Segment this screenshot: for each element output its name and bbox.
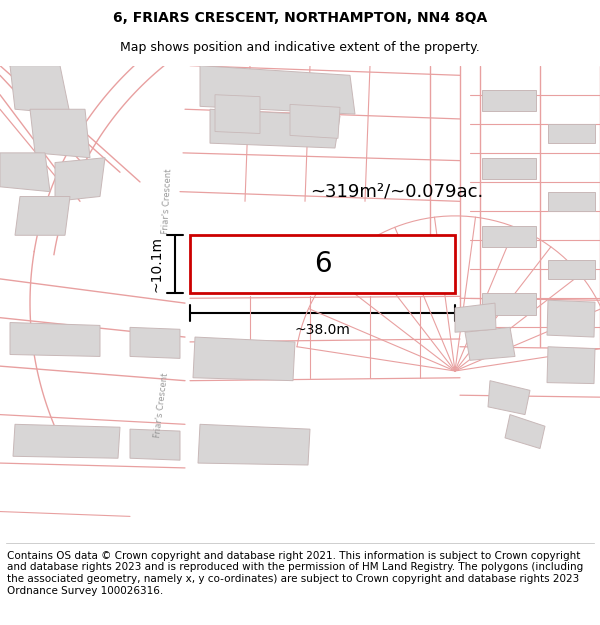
Polygon shape xyxy=(13,424,120,458)
Polygon shape xyxy=(210,109,340,148)
Polygon shape xyxy=(10,322,100,356)
Polygon shape xyxy=(198,424,310,465)
Polygon shape xyxy=(130,328,180,358)
Text: ~319m²/~0.079ac.: ~319m²/~0.079ac. xyxy=(310,182,483,201)
Polygon shape xyxy=(482,90,536,111)
Polygon shape xyxy=(548,124,595,143)
Polygon shape xyxy=(15,196,70,235)
Polygon shape xyxy=(505,414,545,449)
Text: Friar's Crescent: Friar's Crescent xyxy=(154,372,170,438)
Polygon shape xyxy=(482,293,536,315)
Polygon shape xyxy=(290,104,340,138)
Polygon shape xyxy=(548,259,595,279)
Polygon shape xyxy=(55,158,105,201)
Polygon shape xyxy=(200,66,355,114)
Text: Friar's Crescent: Friar's Crescent xyxy=(161,169,173,234)
Text: 6: 6 xyxy=(314,251,331,278)
Polygon shape xyxy=(193,337,295,381)
Polygon shape xyxy=(215,95,260,134)
Polygon shape xyxy=(30,109,90,158)
Text: Map shows position and indicative extent of the property.: Map shows position and indicative extent… xyxy=(120,41,480,54)
Polygon shape xyxy=(455,303,496,332)
Text: 6, FRIARS CRESCENT, NORTHAMPTON, NN4 8QA: 6, FRIARS CRESCENT, NORTHAMPTON, NN4 8QA xyxy=(113,11,487,25)
Polygon shape xyxy=(0,153,50,192)
Polygon shape xyxy=(548,192,595,211)
Text: ~10.1m: ~10.1m xyxy=(150,236,164,292)
Polygon shape xyxy=(488,381,530,414)
Polygon shape xyxy=(482,226,536,247)
Polygon shape xyxy=(547,300,595,337)
Polygon shape xyxy=(10,66,70,114)
Polygon shape xyxy=(482,158,536,179)
Bar xyxy=(190,235,455,293)
Text: Contains OS data © Crown copyright and database right 2021. This information is : Contains OS data © Crown copyright and d… xyxy=(7,551,583,596)
Text: ~38.0m: ~38.0m xyxy=(295,323,350,338)
Polygon shape xyxy=(547,347,595,384)
Polygon shape xyxy=(130,429,180,460)
Polygon shape xyxy=(465,328,515,361)
